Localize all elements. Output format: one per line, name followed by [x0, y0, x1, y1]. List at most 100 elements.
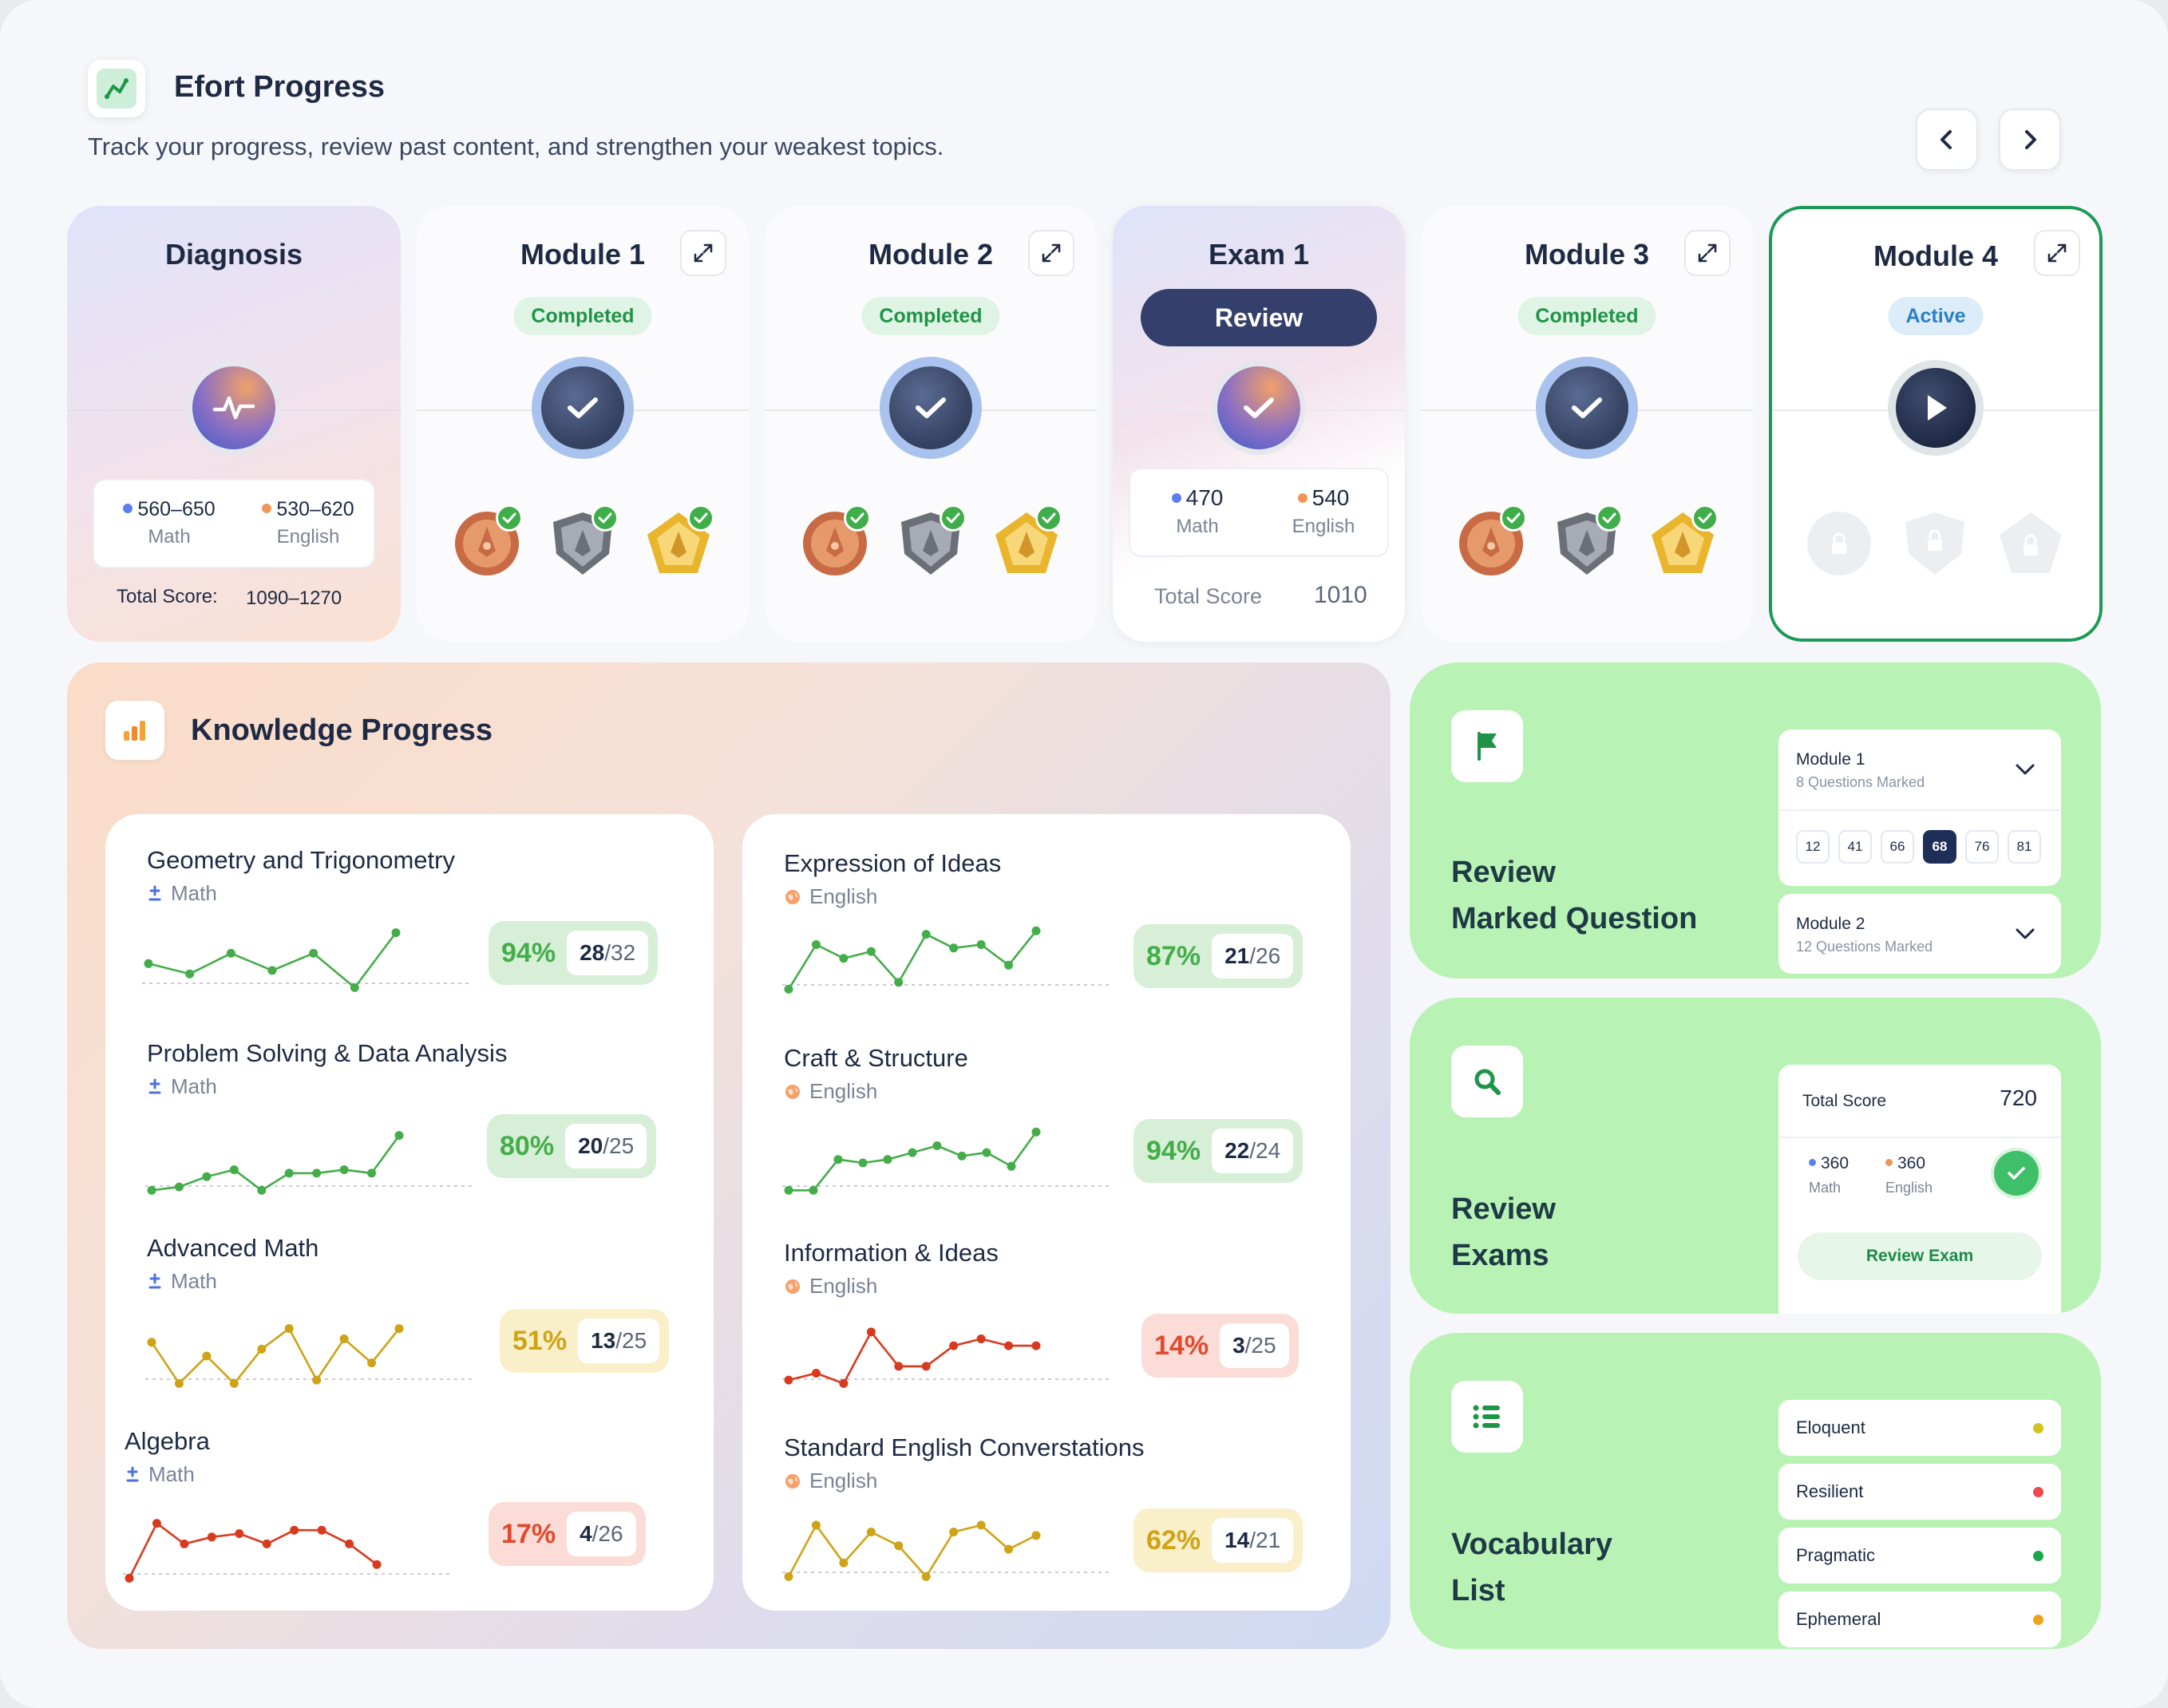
topic-row[interactable]: Expression of Ideas English 87% 21/26	[742, 849, 1351, 1041]
marked-count: 8 Questions Marked	[1796, 774, 1925, 790]
trend-point	[317, 1525, 326, 1535]
trend-point	[866, 1528, 876, 1536]
page-subtitle: Track your progress, review past content…	[88, 132, 944, 160]
trend-point	[339, 1334, 349, 1343]
stage-card-exam-1[interactable]: Exam 1 Review 470 Math 540 English Total…	[1113, 206, 1405, 642]
trend-point	[345, 1539, 354, 1548]
trend-point	[350, 982, 359, 992]
category-label: Math	[148, 1462, 195, 1486]
score-fraction: 13/25	[578, 1319, 660, 1363]
chevron-left-icon	[1941, 130, 1952, 149]
trend-point	[921, 1362, 931, 1371]
stage-title: Module 1	[520, 238, 645, 271]
question-chip[interactable]: 12	[1796, 830, 1830, 864]
score-badge: 80% 20/25	[487, 1114, 657, 1178]
score-percent: 51%	[512, 1325, 568, 1356]
check-icon	[1572, 397, 1602, 418]
stage-card-module-1[interactable]: Module 1 Completed	[417, 206, 749, 642]
score-fraction: 28/32	[567, 931, 649, 975]
gold-badge-icon	[644, 504, 714, 578]
score-fraction: 14/21	[1212, 1518, 1294, 1563]
vocab-item[interactable]: Pragmatic	[1778, 1528, 2061, 1583]
expand-button[interactable]	[1684, 230, 1731, 276]
topic-category: English	[784, 1274, 877, 1299]
trend-point	[147, 1338, 156, 1347]
marked-module-2[interactable]: Module 2 12 Questions Marked	[1778, 894, 2061, 974]
score-percent: 94%	[501, 937, 556, 968]
stage-title: Exam 1	[1208, 238, 1310, 271]
trend-point	[866, 947, 876, 956]
trend-point	[949, 943, 959, 953]
bronze-badge-icon	[801, 504, 871, 578]
stage-card-module-4[interactable]: Module 4 Active	[1769, 206, 2103, 642]
math-label: Math	[148, 526, 191, 548]
trend-point	[257, 1344, 267, 1354]
topic-row[interactable]: Craft & Structure English 94% 22/24	[742, 1044, 1351, 1236]
topic-category: Math	[147, 1074, 217, 1099]
expand-button[interactable]	[2034, 230, 2080, 276]
bronze-badge-icon	[1457, 504, 1527, 578]
locked-badge-icon	[1996, 509, 2065, 578]
math-icon	[148, 885, 161, 901]
total-score-label: Total Score:	[117, 586, 218, 607]
score-badge: 14% 3/25	[1141, 1314, 1299, 1378]
previous-button[interactable]	[1916, 109, 1978, 171]
next-button[interactable]	[1999, 109, 2061, 171]
stage-title: Module 4	[1873, 239, 1998, 272]
stage-title: Module 2	[868, 238, 993, 271]
vocab-word: Ephemeral	[1796, 1609, 1881, 1629]
trend-point	[894, 1541, 904, 1551]
topic-row[interactable]: Geometry and Trigonometry Math 94% 28/32	[105, 846, 714, 1038]
total-score-label: Total Score	[1802, 1092, 1887, 1110]
question-chip[interactable]: 81	[2008, 830, 2041, 864]
expand-button[interactable]	[680, 230, 726, 276]
question-chip[interactable]: 76	[1965, 830, 1999, 864]
vocab-status-dot	[2033, 1487, 2043, 1497]
trend-sparkline	[782, 1520, 1110, 1581]
trend-point	[839, 954, 849, 963]
english-range: 530–620	[276, 498, 354, 520]
stage-card-module-2[interactable]: Module 2 Completed	[765, 206, 1097, 642]
search-icon	[1451, 1046, 1523, 1117]
score-total: /25	[603, 1133, 635, 1158]
trend-point	[312, 1168, 322, 1178]
review-exam-button[interactable]: Review Exam	[1798, 1232, 2042, 1280]
trend-point	[147, 1185, 156, 1195]
topic-row[interactable]: Algebra Math 17% 4/26	[105, 1427, 714, 1619]
topic-row[interactable]: Information & Ideas English 14% 3/25	[742, 1239, 1351, 1430]
trend-sparkline	[123, 1519, 450, 1583]
topic-category: Math	[147, 1269, 217, 1294]
question-chip[interactable]: 68	[1923, 830, 1956, 864]
question-chip[interactable]: 66	[1881, 830, 1914, 864]
question-chip[interactable]: 41	[1838, 830, 1872, 864]
vocab-status-dot	[2033, 1423, 2043, 1433]
marked-module-1[interactable]: Module 1 8 Questions Marked 12 41 66 68 76 81	[1778, 729, 2061, 886]
trend-point	[839, 1378, 849, 1388]
score-total: /26	[1249, 943, 1281, 968]
trend-point	[1031, 1531, 1041, 1540]
vocab-item[interactable]: Eloquent	[1778, 1400, 2061, 1456]
chevron-down-icon[interactable]	[2015, 763, 2035, 776]
start-module-button[interactable]	[1888, 360, 1984, 456]
stage-card-diagnosis[interactable]: Diagnosis 560–650 Math 530–620 English T…	[67, 206, 401, 642]
vocab-item[interactable]: Resilient	[1778, 1464, 2061, 1520]
topic-row[interactable]: Advanced Math Math 51% 13/25	[105, 1234, 714, 1425]
stage-card-module-3[interactable]: Module 3 Completed	[1421, 206, 1753, 642]
trend-point	[1007, 1161, 1016, 1171]
topic-name: Craft & Structure	[784, 1044, 968, 1072]
expand-button[interactable]	[1028, 230, 1074, 276]
trend-point	[811, 940, 821, 949]
bronze-badge-icon	[453, 504, 523, 578]
flag-icon	[1451, 710, 1523, 782]
vocab-item[interactable]: Ephemeral	[1778, 1591, 2061, 1647]
topic-row[interactable]: Problem Solving & Data Analysis Math 80% 20…	[105, 1039, 714, 1231]
chevron-down-icon[interactable]	[2015, 927, 2035, 940]
trend-point	[833, 1155, 843, 1164]
review-button[interactable]: Review	[1141, 289, 1377, 346]
topic-row[interactable]: Standard English Converstations English 62…	[742, 1433, 1351, 1625]
trend-point	[809, 1185, 818, 1195]
pulse-icon	[212, 396, 255, 420]
score-fraction: 22/24	[1212, 1129, 1294, 1173]
play-icon	[1928, 395, 1947, 421]
